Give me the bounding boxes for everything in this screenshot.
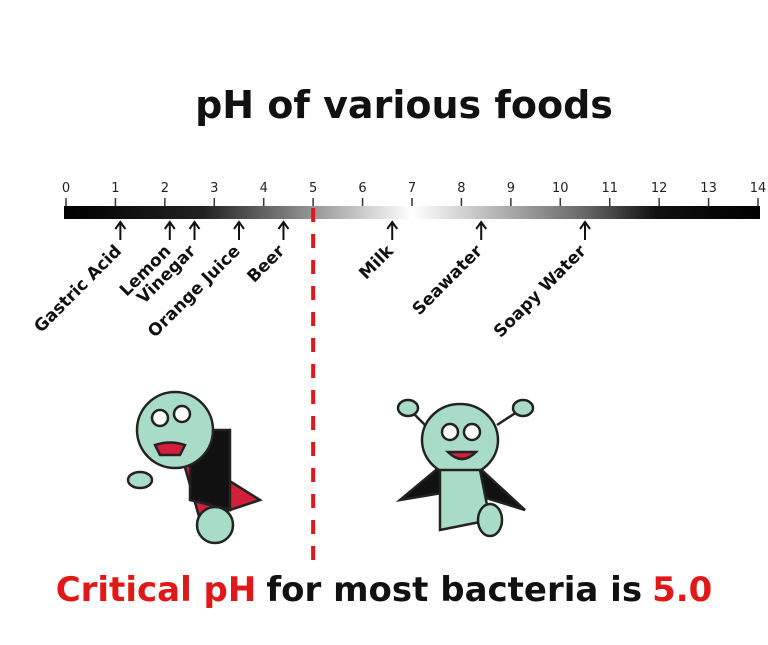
character-sad — [126, 390, 263, 545]
caption-value: 5.0 — [652, 570, 713, 610]
arrow — [579, 220, 591, 240]
tick-label: 7 — [408, 181, 416, 196]
tick-label: 8 — [457, 181, 465, 196]
tick-label: 4 — [260, 181, 268, 196]
tick-label: 11 — [601, 181, 618, 196]
tick-label: 10 — [552, 181, 569, 196]
tick-label: 2 — [161, 181, 169, 196]
item-label: Soapy Water — [490, 241, 591, 342]
character-happy — [395, 398, 535, 538]
item-label: Beer — [243, 241, 289, 287]
arrow — [188, 220, 201, 240]
item-label: Gastric Acid — [30, 241, 126, 337]
arrow — [277, 220, 290, 240]
tick-label: 0 — [62, 181, 70, 196]
tick-label: 12 — [651, 181, 668, 196]
arrow — [233, 220, 245, 240]
tick-label: 9 — [507, 181, 515, 196]
arrow — [163, 220, 176, 240]
item-label: Seawater — [409, 241, 488, 320]
title: pH of various foods — [195, 83, 613, 127]
tick-label: 1 — [111, 181, 119, 196]
arrow — [386, 220, 399, 240]
tick-label: 14 — [750, 181, 767, 196]
tick-label: 13 — [700, 181, 717, 196]
item-label: Milk — [355, 241, 398, 284]
ph-bar — [64, 206, 760, 219]
tick-label: 5 — [309, 181, 317, 196]
tick-label: 6 — [358, 181, 366, 196]
caption-middle: for most bacteria is — [266, 570, 643, 610]
tick-label: 3 — [210, 181, 218, 196]
arrow — [114, 220, 127, 240]
caption-lead: Critical pH — [55, 570, 257, 610]
caption: Critical pH for most bacteria is 5.0 — [0, 570, 768, 610]
arrow — [475, 220, 488, 240]
